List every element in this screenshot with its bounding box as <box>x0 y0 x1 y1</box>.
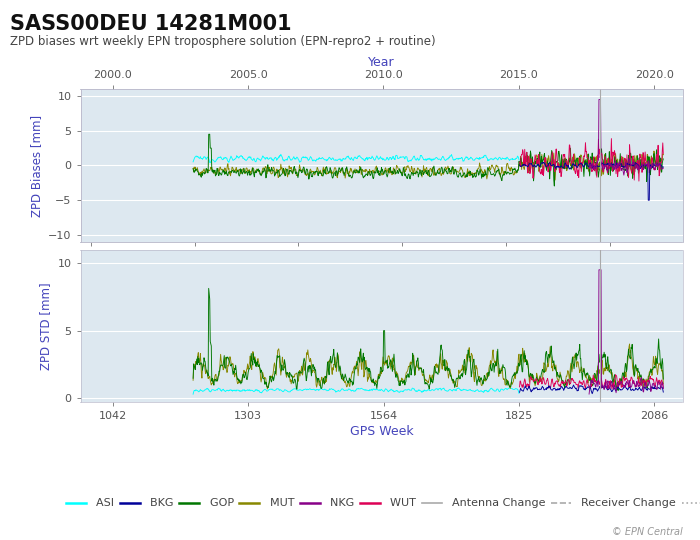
Text: ZPD biases wrt weekly EPN troposphere solution (EPN-repro2 + routine): ZPD biases wrt weekly EPN troposphere so… <box>10 35 436 48</box>
Y-axis label: ZPD STD [mm]: ZPD STD [mm] <box>39 282 52 370</box>
Y-axis label: ZPD Biases [mm]: ZPD Biases [mm] <box>29 114 43 217</box>
Legend:   ASI,   BKG,   GOP,   MUT,   NKG,   WUT,   Antenna Change,   Receiver Change,  : ASI, BKG, GOP, MUT, NKG, WUT, Antenna Ch… <box>62 494 700 513</box>
Text: SASS00DEU 14281M001: SASS00DEU 14281M001 <box>10 14 292 33</box>
X-axis label: GPS Week: GPS Week <box>350 426 413 438</box>
Text: © EPN Central: © EPN Central <box>612 527 682 537</box>
X-axis label: Year: Year <box>368 56 395 69</box>
